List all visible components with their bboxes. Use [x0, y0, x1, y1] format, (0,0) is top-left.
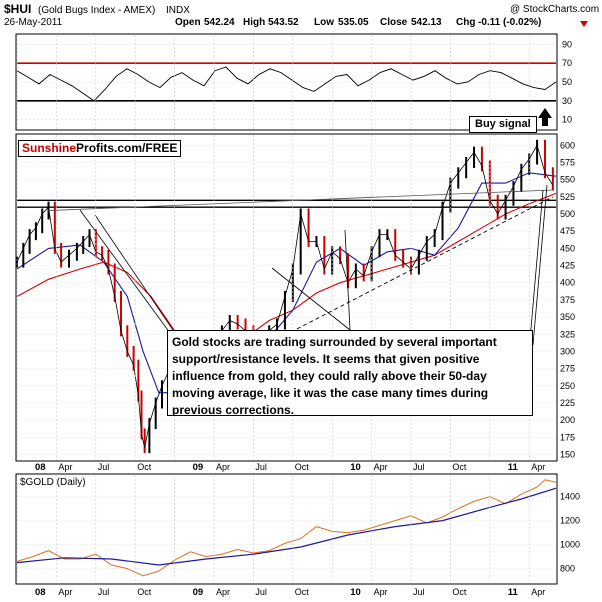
logo-profits-text: Profits.com/FREE: [76, 141, 178, 155]
gold-y-tick-label: 800: [560, 564, 575, 574]
chart-symbol: $HUI: [4, 2, 31, 16]
x-tick-label-price: 11: [508, 462, 519, 473]
close-label: Close: [380, 17, 408, 28]
gold-y-tick-label: 1000: [560, 540, 580, 550]
x-tick-label-gold: 09: [193, 587, 204, 598]
x-tick-label-price: Jul: [413, 462, 425, 472]
x-tick-label-gold: Oct: [295, 587, 310, 597]
pointer-line: [532, 184, 548, 346]
price-y-tick-label: 425: [560, 261, 575, 271]
high-label: High: [243, 17, 265, 28]
price-y-tick-label: 225: [560, 398, 575, 408]
chg-label: Chg: [456, 17, 475, 28]
x-tick-label-price: Apr: [374, 462, 388, 472]
x-tick-label-gold: Apr: [374, 587, 388, 597]
x-tick-label-gold: 11: [508, 587, 519, 598]
sunshine-profits-logo: SunshineProfits.com/FREE: [18, 140, 182, 157]
x-tick-label-gold: Apr: [531, 587, 545, 597]
ma50-line: [16, 172, 557, 394]
exchange-label: INDX: [166, 5, 190, 16]
price-y-tick-label: 450: [560, 243, 575, 253]
price-y-tick-label: 525: [560, 192, 575, 202]
x-tick-label-gold: Apr: [216, 587, 230, 597]
price-y-tick-label: 375: [560, 295, 575, 305]
chart-name: (Gold Bugs Index - AMEX): [38, 5, 155, 16]
x-tick-label-price: Oct: [137, 462, 152, 472]
price-y-tick-label: 575: [560, 157, 575, 167]
open-value: 542.24: [204, 17, 235, 28]
price-y-tick-label: 175: [560, 432, 575, 442]
buy-signal-label: Buy signal: [469, 116, 537, 133]
price-y-tick-label: 275: [560, 364, 575, 374]
gold-panel-label: $GOLD (Daily): [20, 477, 86, 488]
rsi-y-tick-label: 50: [562, 77, 572, 87]
logo-sunshine-text: Sunshine: [22, 141, 77, 155]
x-tick-label-price: Jul: [98, 462, 110, 472]
x-tick-label-price: 08: [35, 462, 46, 473]
gold-y-tick-label: 1200: [560, 516, 580, 526]
x-tick-label-gold: Oct: [452, 587, 467, 597]
x-tick-label-gold: Oct: [137, 587, 152, 597]
chg-down-icon: [580, 21, 588, 27]
x-tick-label-price: Oct: [295, 462, 310, 472]
rsi-y-tick-label: 10: [562, 115, 572, 125]
x-tick-label-price: Apr: [216, 462, 230, 472]
x-tick-label-gold: Jul: [413, 587, 425, 597]
rsi-y-tick-label: 30: [562, 96, 572, 106]
x-tick-label-price: Apr: [531, 462, 545, 472]
rsi-y-tick-label: 90: [562, 39, 572, 49]
price-y-tick-label: 550: [560, 175, 575, 185]
pointer-line: [344, 229, 351, 331]
high-value: 543.52: [268, 17, 299, 28]
gold-panel: [15, 473, 558, 585]
price-y-tick-label: 300: [560, 346, 575, 356]
pointer-line: [94, 214, 176, 334]
x-tick-label-gold: Jul: [255, 587, 267, 597]
price-y-tick-label: 200: [560, 415, 575, 425]
open-label: Open: [175, 17, 201, 28]
price-y-tick-label: 400: [560, 278, 575, 288]
x-tick-label-gold: Apr: [58, 587, 72, 597]
close-value: 542.13: [411, 17, 442, 28]
resistance-trend-line: [48, 189, 553, 211]
pointer-line: [529, 189, 544, 341]
annotation-box: Gold stocks are trading surrounded by se…: [167, 330, 533, 416]
x-tick-label-price: Oct: [452, 462, 467, 472]
pointer-line: [79, 209, 171, 334]
source-credit: @ StockCharts.com: [510, 4, 599, 15]
pointer-line: [271, 267, 351, 331]
x-tick-label-price: 09: [193, 462, 204, 473]
x-tick-label-price: Jul: [255, 462, 267, 472]
x-tick-label-gold: Jul: [98, 587, 110, 597]
gold-y-tick-label: 1400: [560, 492, 580, 502]
low-label: Low: [314, 17, 334, 28]
x-tick-label-gold: 10: [350, 587, 361, 598]
x-tick-label-price: Apr: [58, 462, 72, 472]
rsi-line: [16, 66, 557, 102]
low-value: 535.05: [338, 17, 369, 28]
uptrend-line: [253, 196, 554, 352]
price-y-tick-label: 500: [560, 209, 575, 219]
x-tick-label-gold: 08: [35, 587, 46, 598]
price-y-tick-label: 325: [560, 329, 575, 339]
price-y-tick-label: 600: [560, 140, 575, 150]
price-y-tick-label: 475: [560, 226, 575, 236]
buy-signal-arrow-icon: [538, 108, 552, 126]
price-y-tick-label: 350: [560, 312, 575, 322]
chart-date: 26-May-2011: [4, 17, 63, 28]
chg-value: -0.11 (-0.02%): [478, 17, 541, 28]
x-tick-label-price: 10: [350, 462, 361, 473]
price-y-tick-label: 150: [560, 450, 575, 460]
price-y-tick-label: 250: [560, 381, 575, 391]
rsi-y-tick-label: 70: [562, 58, 572, 68]
